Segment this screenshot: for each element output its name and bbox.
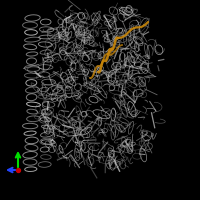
Point: [16, 168, 20, 172]
